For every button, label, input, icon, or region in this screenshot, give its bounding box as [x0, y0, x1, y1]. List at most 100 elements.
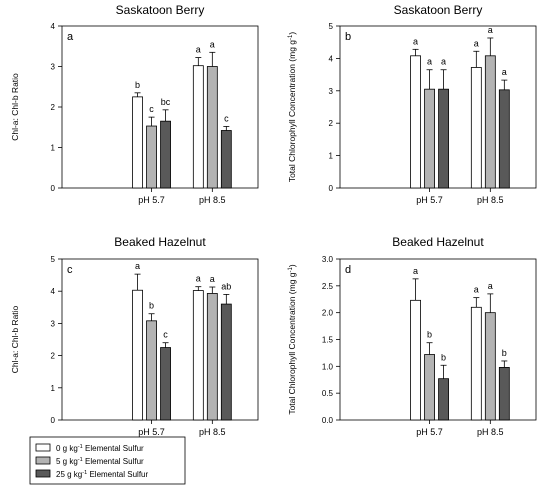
y-tick-label: 1.5 [322, 336, 334, 345]
significance-letter: b [149, 301, 154, 311]
significance-letter: a [474, 285, 479, 295]
bar [438, 378, 449, 421]
y-tick-label: 3 [51, 319, 56, 328]
significance-letter: bc [161, 97, 171, 107]
y-tick-label: 4 [329, 54, 334, 63]
y-tick-label: 1 [329, 152, 334, 161]
bar [192, 65, 204, 189]
bar [484, 312, 496, 421]
bar [206, 66, 218, 189]
legend-swatch [35, 469, 51, 478]
chart-title: Beaked Hazelnut [114, 235, 206, 249]
significance-letter: a [196, 274, 201, 284]
plot-frame [339, 25, 537, 189]
panel-d: Beaked Hazelnut d 0.0 0.5 1.0 1.5 2.0 2.5 3.0 Tot… [287, 235, 537, 437]
y-tick-label: 2 [51, 103, 56, 112]
bar [484, 55, 496, 189]
bar [220, 130, 232, 189]
bar [160, 120, 171, 189]
y-tick-label: 0.0 [322, 416, 334, 425]
y-tick-label: 4 [51, 22, 56, 31]
panel-a: Saskatoon Berry a 0 1 2 3 4 Chl-a: Chl-b Ratio b… [10, 3, 259, 205]
bar [424, 88, 435, 189]
significance-letter: c [149, 104, 154, 114]
legend-box [29, 436, 186, 485]
y-axis-label: Total Chlorophyll Concentration (mg g-1) [287, 32, 297, 183]
panel-letter: c [67, 264, 73, 276]
y-tick-label: 5 [51, 255, 56, 264]
x-tick-label: pH 8.5 [477, 427, 504, 437]
significance-letter: a [196, 45, 201, 55]
legend-swatch [35, 456, 51, 465]
significance-letter: a [474, 38, 479, 48]
significance-letter: a [502, 67, 507, 77]
y-tick-label: 3 [51, 63, 56, 72]
y-tick-label: 0.5 [322, 389, 334, 398]
significance-letter: a [135, 261, 140, 271]
bar [470, 67, 482, 189]
panel-c: Beaked Hazelnut c 0 1 2 3 4 5 Chl-a: Chl-b Ratio… [10, 235, 259, 437]
significance-letter: ab [221, 281, 231, 291]
significance-letter: a [488, 281, 493, 291]
chart-title: Saskatoon Berry [116, 3, 205, 17]
significance-letter: a [210, 39, 215, 49]
bar [498, 89, 510, 189]
significance-letter: c [163, 330, 168, 340]
bar [146, 320, 157, 421]
y-tick-label: 1.0 [322, 362, 334, 371]
panel-letter: b [345, 31, 351, 43]
y-axis-label: Chl-a: Chl-b Ratio [10, 305, 20, 373]
bar [146, 125, 157, 189]
legend-label: 25 g kg-1 Elemental Sulfur [56, 470, 148, 479]
significance-letter: b [427, 330, 432, 340]
bar [132, 96, 143, 189]
chart-title: Beaked Hazelnut [392, 235, 484, 249]
significance-letter: a [210, 274, 215, 284]
bar [498, 367, 510, 421]
y-tick-label: 2.5 [322, 282, 334, 291]
bar [160, 347, 171, 421]
significance-letter: b [502, 348, 507, 358]
panel-letter: a [67, 31, 74, 43]
y-tick-label: 3.0 [322, 255, 334, 264]
y-axis-label: Chl-a: Chl-b Ratio [10, 73, 20, 141]
bar [470, 306, 482, 421]
significance-letter: a [413, 36, 418, 46]
significance-letter: a [427, 57, 432, 67]
significance-letter: b [135, 80, 140, 90]
bar [192, 290, 204, 421]
y-tick-label: 0 [51, 416, 56, 425]
bar [410, 299, 421, 421]
legend-swatch [35, 443, 51, 452]
y-tick-label: 0 [329, 184, 334, 193]
y-tick-label: 1 [51, 384, 56, 393]
bar [206, 293, 218, 421]
y-tick-label: 1 [51, 144, 56, 153]
x-tick-label: pH 5.7 [416, 427, 443, 437]
y-tick-label: 4 [51, 287, 56, 296]
y-axis-label: Total Chlorophyll Concentration (mg g-1) [287, 264, 297, 415]
bar [424, 354, 435, 421]
significance-letter: c [224, 113, 229, 123]
y-tick-label: 2 [51, 352, 56, 361]
x-tick-label: pH 8.5 [199, 195, 226, 205]
panel-b: Saskatoon Berry b 0 1 2 3 4 5 Total Chlorophyll … [287, 3, 537, 205]
x-tick-label: pH 8.5 [199, 427, 226, 437]
bar [220, 303, 232, 421]
legend-label: 5 g kg-1 Elemental Sulfur [56, 457, 144, 466]
x-tick-label: pH 5.7 [138, 427, 165, 437]
plot-frame [61, 258, 259, 421]
y-tick-label: 5 [329, 22, 334, 31]
x-tick-label: pH 8.5 [477, 195, 504, 205]
significance-letter: b [441, 352, 446, 362]
x-tick-label: pH 5.7 [416, 195, 443, 205]
y-tick-label: 2.0 [322, 309, 334, 318]
significance-letter: a [441, 57, 446, 67]
y-tick-label: 0 [51, 184, 56, 193]
y-tick-label: 3 [329, 87, 334, 96]
bar [410, 55, 421, 189]
bar [438, 88, 449, 189]
panel-letter: d [345, 264, 351, 276]
